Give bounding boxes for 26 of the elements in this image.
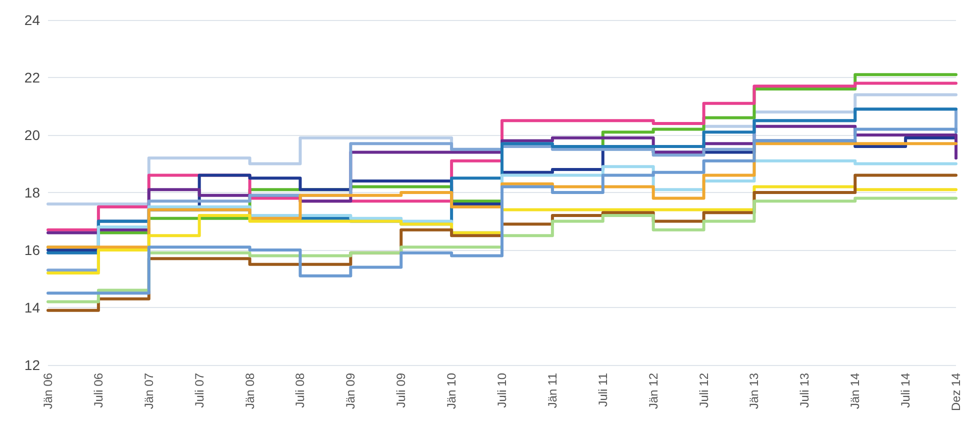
y-tick-label: 14 xyxy=(24,300,40,316)
x-tick-label: Jän 06 xyxy=(41,372,55,410)
x-tick-label: Juli 06 xyxy=(91,372,106,408)
x-tick-label: Juli 14 xyxy=(898,372,913,408)
x-tick-label: Jän 13 xyxy=(747,372,762,410)
x-tick-label: Juli 12 xyxy=(696,372,711,408)
x-tick-label: Juli 07 xyxy=(192,372,206,408)
x-tick-label: Dez 14 xyxy=(949,372,963,412)
x-tick-label: Jän 14 xyxy=(848,372,862,410)
x-tick-label: Jän 11 xyxy=(545,372,560,408)
x-tick-label: Juli 13 xyxy=(798,372,812,408)
y-tick-label: 18 xyxy=(24,184,40,200)
y-tick-label: 16 xyxy=(24,242,40,258)
x-tick-label: Jän 09 xyxy=(344,372,358,410)
x-tick-label: Jän 08 xyxy=(242,372,257,410)
y-tick-label: 24 xyxy=(24,12,40,28)
x-tick-label: Jän 12 xyxy=(646,372,660,410)
y-tick-label: 20 xyxy=(24,127,40,143)
x-tick-label: Juli 09 xyxy=(394,372,408,408)
x-tick-label: Juli 11 xyxy=(596,372,610,407)
y-tick-label: 12 xyxy=(24,357,40,373)
y-tick-label: 22 xyxy=(24,70,40,86)
x-tick-label: Juli 10 xyxy=(495,372,509,408)
x-tick-label: Jän 10 xyxy=(444,372,459,410)
x-tick-label: Juli 08 xyxy=(293,372,308,408)
x-tick-label: Jän 07 xyxy=(142,372,156,410)
